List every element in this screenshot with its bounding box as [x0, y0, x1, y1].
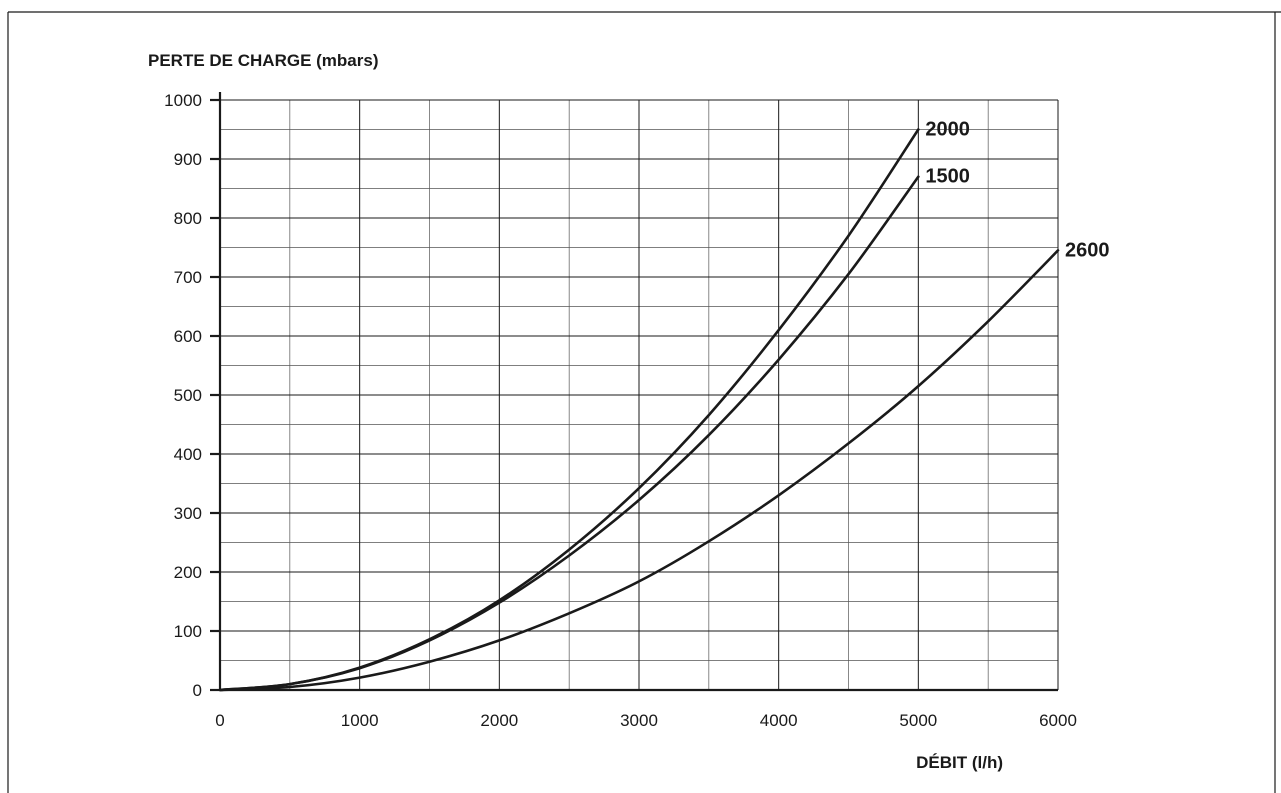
series-label-2600: 2600 [1065, 239, 1110, 261]
y-tick-label: 0 [193, 681, 202, 700]
x-axis-title: DÉBIT (l/h) [916, 753, 1003, 772]
x-tick-label: 3000 [620, 711, 658, 730]
y-tick-label: 300 [174, 504, 202, 523]
x-tick-label: 6000 [1039, 711, 1077, 730]
series-line-1500 [218, 175, 920, 692]
series-labels: 2000 1500 2600 [925, 119, 1109, 262]
series-line-2600 [218, 249, 1060, 692]
tick-labels: 0 1000 2000 3000 4000 5000 6000 0 100 200 300 400 50… [164, 91, 1077, 730]
series-label-2000: 2000 [925, 119, 970, 141]
y-tick-label: 600 [174, 327, 202, 346]
x-tick-label: 4000 [760, 711, 798, 730]
y-tick-label: 400 [174, 445, 202, 464]
y-tick-label: 500 [174, 386, 202, 405]
y-tick-label: 100 [174, 622, 202, 641]
x-tick-label: 0 [215, 711, 224, 730]
y-axis-title: PERTE DE CHARGE (mbars) [148, 51, 378, 70]
series-curves [218, 128, 1060, 692]
plot-grid [220, 99, 1059, 690]
plot-axes [210, 92, 1058, 692]
x-tick-label: 2000 [480, 711, 518, 730]
x-tick-label: 5000 [899, 711, 937, 730]
series-label-1500: 1500 [925, 166, 970, 188]
y-tick-label: 900 [174, 150, 202, 169]
y-tick-label: 800 [174, 209, 202, 228]
x-tick-label: 1000 [341, 711, 379, 730]
y-tick-label: 700 [174, 268, 202, 287]
y-tick-label: 200 [174, 563, 202, 582]
y-tick-label: 1000 [164, 91, 202, 110]
